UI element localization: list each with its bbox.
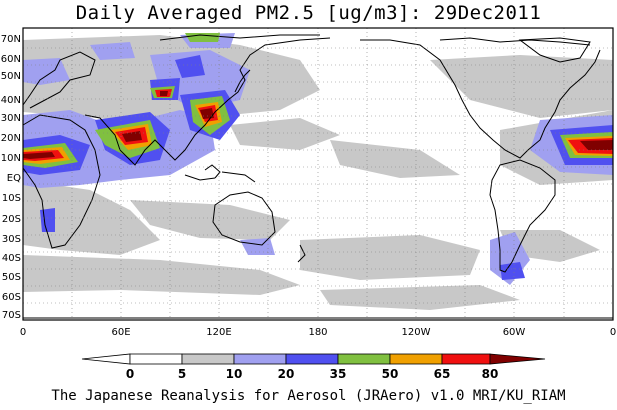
lat-label: 60N (1, 54, 21, 65)
lat-label: 60S (2, 292, 21, 303)
colorbar-swatch (337, 353, 391, 365)
colorbar-label: 10 (226, 367, 243, 381)
lat-label: 30S (2, 234, 21, 245)
colorbar-label: 65 (434, 367, 451, 381)
lat-label: 10N (1, 153, 21, 164)
lon-label: 180 (308, 327, 327, 338)
colorbar-label: 50 (382, 367, 399, 381)
lat-label: EQ (7, 173, 21, 184)
lat-labels: 70N 60N 50N 40N 30N 20N 10N EQ 10S 20S 3… (1, 34, 21, 321)
colorbar-swatch (389, 353, 443, 365)
lat-label: 10S (2, 193, 21, 204)
lon-label: 0 (20, 327, 26, 338)
colorbar-label: 5 (178, 367, 186, 381)
colorbar-swatch (233, 353, 287, 365)
lat-label: 40N (1, 95, 21, 106)
colorbar-label: 0 (126, 367, 134, 381)
map-title: Daily Averaged PM2.5 [ug/m3]: 29Dec2011 (75, 2, 542, 24)
colorbar-label: 35 (330, 367, 347, 381)
pm25-map: 70N 60N 50N 40N 30N 20N 10N EQ 10S 20S 3… (1, 27, 616, 381)
lon-label: 120E (206, 327, 231, 338)
colorbar-min-triangle (81, 353, 131, 365)
lat-label: 20N (1, 133, 21, 144)
lat-label: 30N (1, 113, 21, 124)
map-frame (22, 27, 614, 321)
colorbar-max-triangle (489, 353, 546, 365)
coastlines (22, 34, 613, 319)
lat-label: 50N (1, 71, 21, 82)
colorbar-labels: 0 5 10 20 35 50 65 80 (126, 367, 499, 381)
pm25-field (23, 33, 613, 310)
lat-label: 40S (2, 253, 21, 264)
lon-label: 120W (402, 327, 431, 338)
colorbar-label: 20 (278, 367, 295, 381)
colorbar-swatch (441, 353, 491, 365)
lat-label: 50S (2, 272, 21, 283)
lat-label: 70S (2, 310, 21, 321)
colorbar-label: 80 (482, 367, 499, 381)
lon-label: 60W (503, 327, 526, 338)
colorbar-swatch (285, 353, 339, 365)
lon-label: 60E (111, 327, 130, 338)
lat-label: 20S (2, 214, 21, 225)
colorbar-swatch (129, 353, 183, 365)
lon-label: 0 (610, 327, 616, 338)
colorbar-swatch (181, 353, 235, 365)
colorbar (81, 353, 546, 365)
lon-labels: 0 60E 120E 180 120W 60W 0 (20, 327, 616, 338)
footer-caption: The Japanese Reanalysis for Aerosol (JRA… (51, 388, 566, 404)
lat-label: 70N (1, 34, 21, 45)
